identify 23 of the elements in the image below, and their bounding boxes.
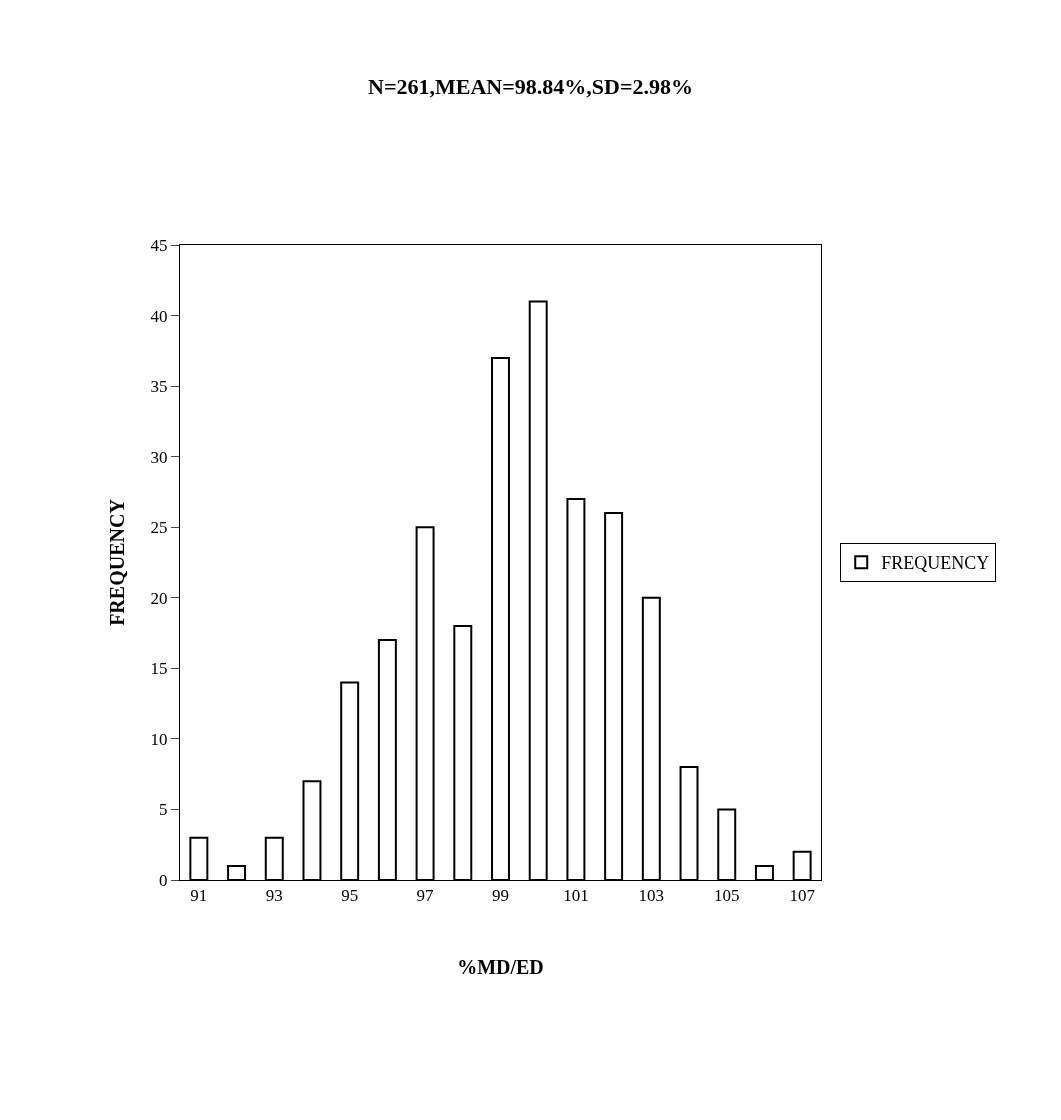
y-tick-label: 15	[150, 659, 168, 679]
y-tick-label: 5	[159, 800, 168, 820]
x-tick-label: 93	[265, 886, 283, 906]
x-tick-label: 99	[492, 886, 509, 906]
x-tick-label: 107	[789, 886, 816, 906]
y-tick-label: 10	[150, 729, 168, 749]
chart-title: N=261,MEAN=98.84%,SD=2.98%	[368, 73, 693, 99]
x-tick-label: 97	[416, 886, 435, 906]
x-tick-label: 91	[190, 886, 208, 906]
legend-label: FREQUENCY	[881, 553, 990, 574]
y-tick-label: 35	[150, 377, 168, 397]
x-tick-label: 105	[713, 886, 740, 906]
y-tick-label: 20	[150, 588, 168, 608]
y-tick-label: 25	[150, 518, 168, 538]
x-axis-title: %MD/ED	[457, 955, 544, 978]
x-tick-label: 95	[341, 886, 359, 906]
y-axis-title: FREQUENCY	[106, 498, 129, 626]
x-tick-label: 103	[638, 886, 665, 906]
y-tick-label: 40	[150, 306, 168, 326]
y-tick-label: 30	[150, 447, 168, 467]
x-tick-label: 101	[563, 886, 589, 906]
y-tick-label: 0	[159, 870, 168, 890]
y-tick-label: 45	[150, 235, 168, 255]
